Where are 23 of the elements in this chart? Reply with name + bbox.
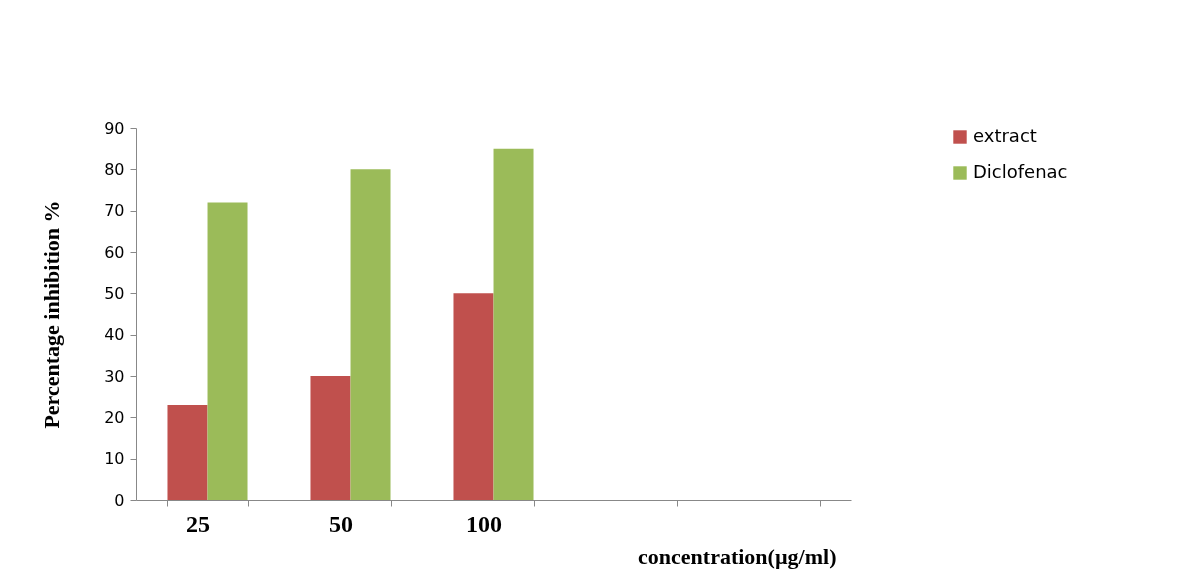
bar <box>207 202 248 500</box>
legend-label: extract <box>973 125 1037 146</box>
y-tick-label: 0 <box>114 490 125 510</box>
x-tick-label: 25 <box>186 510 210 537</box>
y-tick-label: 70 <box>104 201 125 221</box>
y-tick-label: 60 <box>104 242 125 262</box>
bar <box>453 293 494 500</box>
y-tick-label: 90 <box>104 118 125 138</box>
y-tick-label: 20 <box>104 407 125 427</box>
bar <box>310 376 351 500</box>
y-tick-label: 40 <box>104 325 125 345</box>
y-tick-label: 10 <box>104 449 125 469</box>
bar <box>167 404 208 500</box>
x-axis-title: concentration(µg/ml) <box>638 543 837 569</box>
bar <box>493 148 534 500</box>
y-tick-label: 50 <box>104 283 125 303</box>
bar <box>350 169 391 500</box>
y-axis-title: Percentage inhibition % <box>39 200 65 429</box>
x-tick-label: 50 <box>329 510 353 537</box>
x-tick-label: 100 <box>466 510 502 537</box>
legend-label: Diclofenac <box>973 161 1068 182</box>
y-tick-label: 80 <box>104 159 125 179</box>
y-tick-label: 30 <box>104 366 125 386</box>
